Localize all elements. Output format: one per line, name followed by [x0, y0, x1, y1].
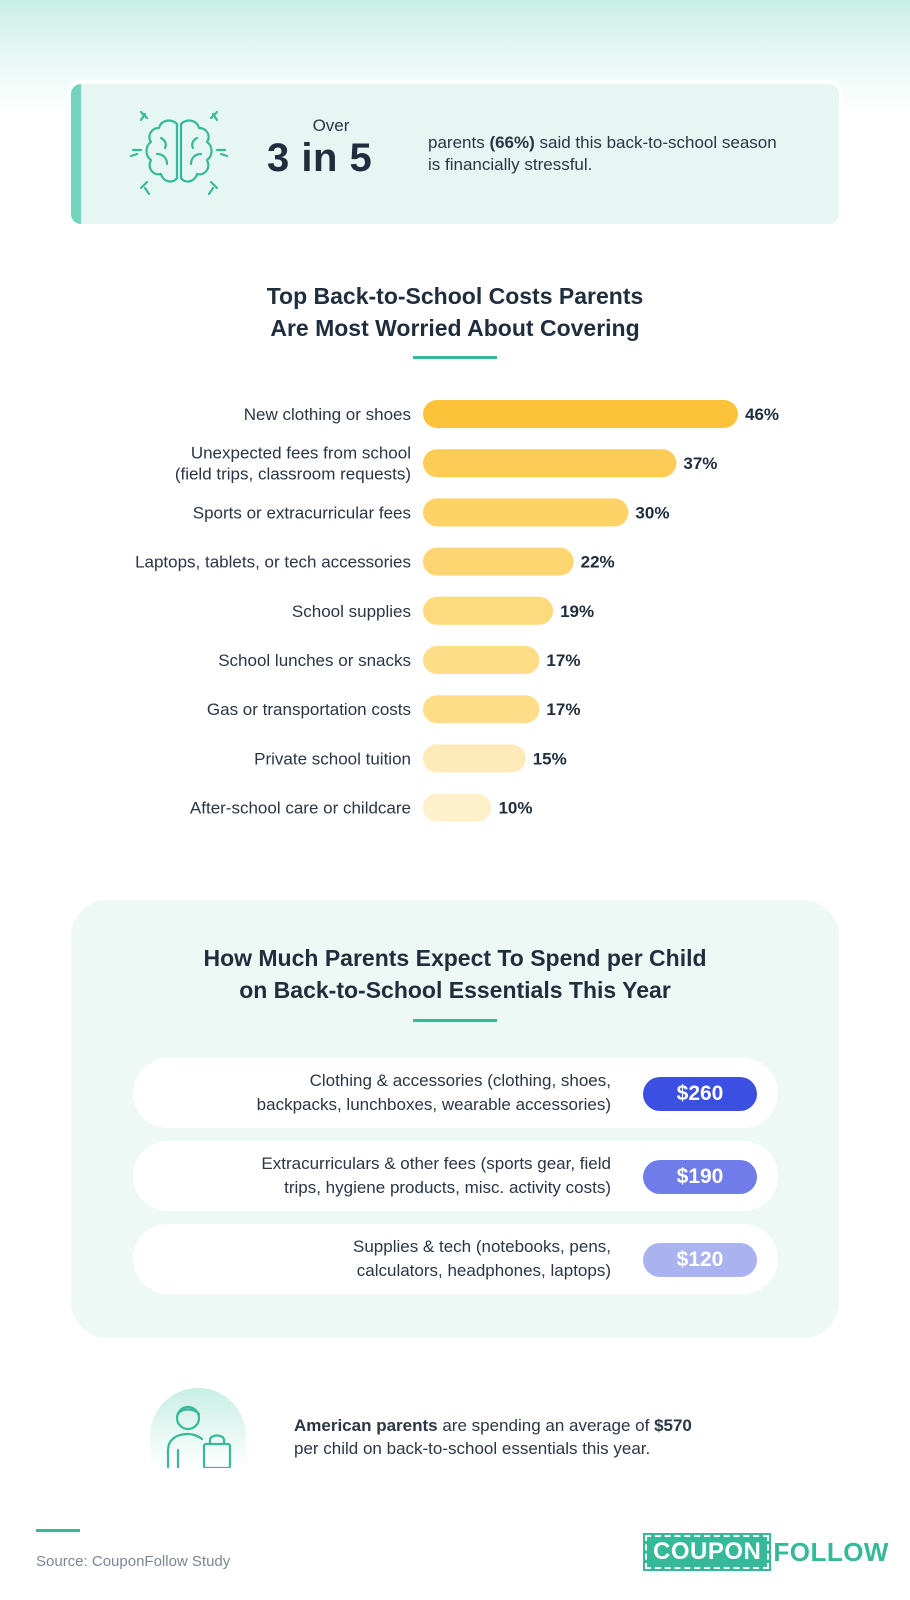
bar-value-4: 19%: [560, 602, 594, 621]
bar-0: [423, 400, 738, 428]
spend-label-clothing-line2: backpacks, lunchboxes, wearable accessor…: [256, 1095, 611, 1114]
bar-label-6: Gas or transportation costs: [207, 700, 411, 719]
spend-row-clothing: Clothing & accessories (clothing, shoes,…: [133, 1058, 778, 1128]
spend-section-title: How Much Parents Expect To Spend per Chi…: [0, 942, 910, 1006]
spend-amount-supplies: $120: [643, 1243, 757, 1277]
spend-row-supplies: Supplies & tech (notebooks, pens, calcul…: [133, 1224, 778, 1294]
stat-description: parents (66%) said this back-to-school s…: [428, 132, 788, 176]
bar-label-1-line1: Unexpected fees from school: [191, 444, 411, 463]
costs-title-rule: [413, 356, 497, 359]
spend-label-supplies-line1: Supplies & tech (notebooks, pens,: [353, 1237, 611, 1256]
spend-label-supplies: Supplies & tech (notebooks, pens, calcul…: [181, 1235, 611, 1283]
spend-label-supplies-line2: calculators, headphones, laptops): [356, 1261, 611, 1280]
spend-label-clothing-line1: Clothing & accessories (clothing, shoes,: [309, 1071, 611, 1090]
bar-5: [423, 646, 540, 674]
average-line2: per child on back-to-school essentials t…: [294, 1439, 651, 1458]
costs-title-line2: Are Most Worried About Covering: [270, 315, 640, 341]
bar-7: [423, 744, 526, 773]
bar-value-2: 30%: [635, 503, 669, 522]
bar-value-0: 46%: [745, 405, 779, 424]
stat-pre-text: Over: [312, 116, 350, 135]
bar-value-7: 15%: [533, 749, 567, 768]
stat-card: Over 3 in 5 parents (66%) said this back…: [71, 84, 839, 224]
average-bold-parents: American parents: [294, 1416, 438, 1435]
bar-label-8: After-school care or childcare: [190, 799, 411, 818]
bar-value-3: 22%: [581, 553, 615, 572]
bar-value-1: 37%: [683, 454, 717, 473]
average-bold-amount: $570: [654, 1416, 692, 1435]
bar-label-0: New clothing or shoes: [244, 405, 411, 424]
average-mid: are spending an average of: [437, 1416, 655, 1435]
spend-row-extracurriculars: Extracurriculars & other fees (sports ge…: [133, 1141, 778, 1211]
stat-text-rest: said this back-to-school season is finan…: [428, 133, 777, 174]
costs-bar-chart: 46% New clothing or shoes 37% Unexpected fe…: [135, 400, 779, 822]
bar-label-7: Private school tuition: [254, 749, 411, 768]
spend-label-extracurriculars-line1: Extracurriculars & other fees (sports ge…: [261, 1154, 611, 1173]
bar-1: [423, 449, 677, 478]
bar-6: [423, 695, 540, 724]
spend-title-rule: [413, 1019, 497, 1022]
bar-value-5: 17%: [546, 651, 580, 670]
bar-label-2: Sports or extracurricular fees: [193, 503, 411, 522]
stat-text-prefix: parents: [428, 133, 490, 152]
bar-8: [423, 793, 492, 822]
spend-amount-extracurriculars: $190: [643, 1160, 757, 1194]
bar-label-4: School supplies: [292, 602, 411, 621]
source-text: Source: CouponFollow Study: [36, 1553, 231, 1570]
average-spend-text: American parents are spending an average…: [294, 1414, 774, 1460]
spend-label-extracurriculars-line2: trips, hygiene products, misc. activity …: [284, 1178, 611, 1197]
logo-follow: FOLLOW: [773, 1536, 889, 1567]
costs-title-line1: Top Back-to-School Costs Parents: [266, 283, 644, 309]
spend-title-line1: How Much Parents Expect To Spend per Chi…: [203, 945, 707, 971]
couponfollow-logo: COUPON FOLLOW: [642, 1533, 889, 1571]
brain-stress-icon: [129, 110, 229, 196]
spend-label-extracurriculars: Extracurriculars & other fees (sports ge…: [181, 1152, 611, 1200]
bar-label-5: School lunches or snacks: [218, 651, 411, 670]
costs-section-title: Top Back-to-School Costs Parents Are Mos…: [0, 280, 910, 344]
stat-card-accent: [71, 84, 81, 224]
bar-label-1-line2: (field trips, classroom requests): [175, 465, 411, 484]
average-line1: American parents are spending an average…: [294, 1414, 774, 1437]
bar-label-3: Laptops, tablets, or tech accessories: [135, 553, 411, 572]
parent-shopping-bag-icon: [150, 1388, 246, 1468]
bar-3: [423, 547, 574, 576]
footer-rule: [36, 1529, 80, 1532]
stat-text-percent: (66%): [489, 133, 535, 152]
spend-label-clothing: Clothing & accessories (clothing, shoes,…: [181, 1069, 611, 1117]
spend-title-line2: on Back-to-School Essentials This Year: [239, 977, 671, 1003]
spend-amount-clothing: $260: [643, 1077, 757, 1111]
stat-big-number: 3 in 5: [267, 136, 373, 180]
bar-2: [423, 498, 629, 527]
bar-value-6: 17%: [546, 700, 580, 719]
logo-coupon: COUPON: [642, 1533, 772, 1571]
bar-4: [423, 596, 554, 625]
bar-value-8: 10%: [498, 799, 532, 818]
